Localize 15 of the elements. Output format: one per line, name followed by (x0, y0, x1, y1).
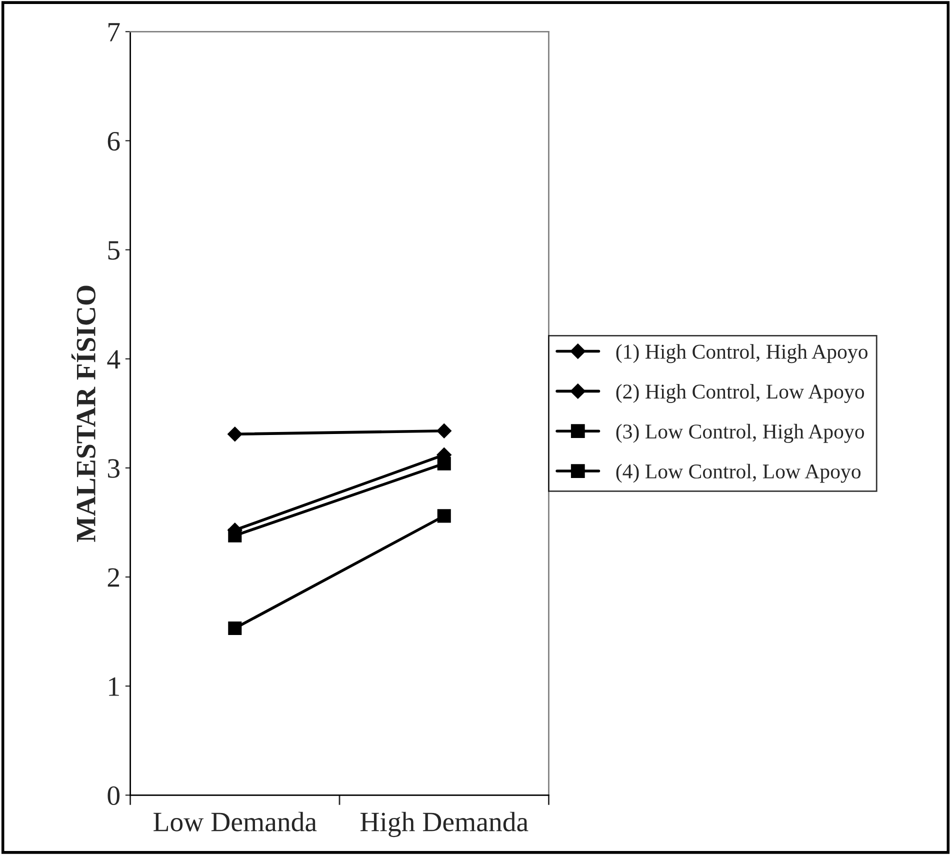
y-tick-label: 3 (108, 459, 120, 478)
y-tick-label: 1 (109, 677, 119, 696)
y-tick-label: 7 (108, 23, 120, 42)
legend-label: (2) High Control, Low Apoyo (616, 384, 864, 403)
legend-label: (4) Low Control, Low Apoyo (616, 464, 861, 483)
y-tick-label: 2 (108, 568, 120, 587)
y-tick-label: 0 (108, 786, 120, 806)
y-axis-title: MALESTAR FÍSICO (71, 286, 96, 542)
y-tick-label: 4 (107, 350, 120, 368)
x-tick-label: Low Demanda (154, 812, 317, 832)
x-tick-label: High Demanda (360, 812, 528, 838)
y-tick-label: 6 (108, 132, 120, 151)
y-tick-label: 5 (108, 241, 120, 260)
legend-label: (3) Low Control, High Apoyo (616, 424, 864, 443)
legend-label: (1) High Control, High Apoyo (616, 344, 868, 364)
